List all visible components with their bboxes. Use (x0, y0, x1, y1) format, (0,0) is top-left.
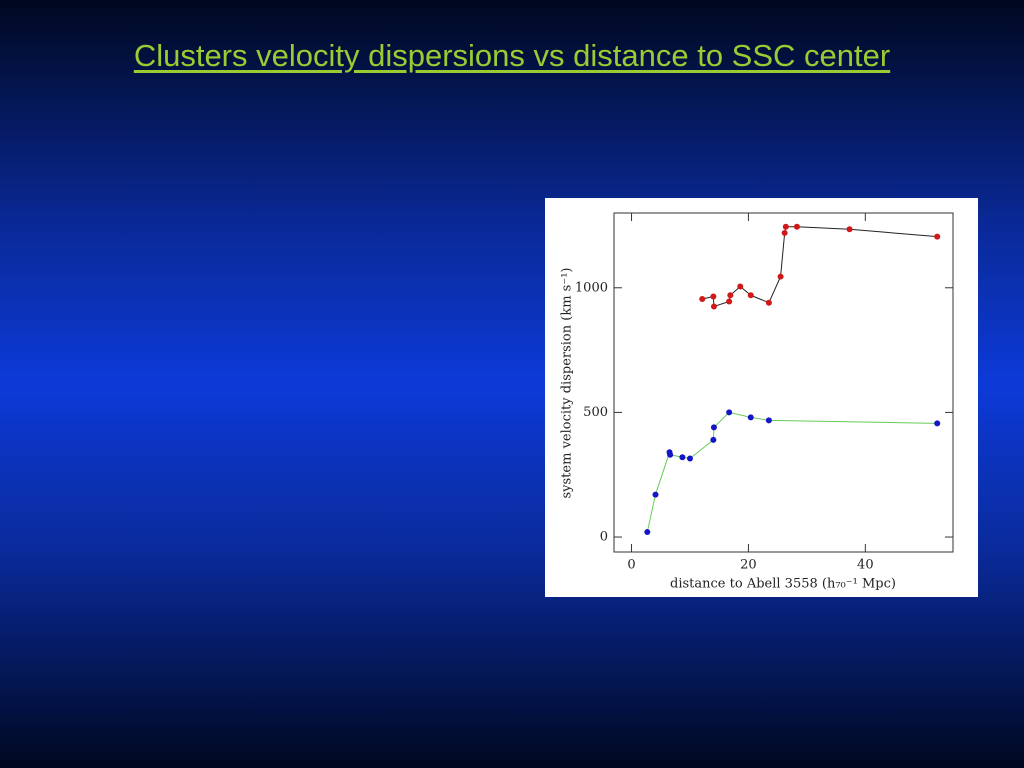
data-point (710, 303, 717, 310)
chart: distance to Abell 3558 (h₇₀⁻¹ Mpc) syste… (545, 198, 978, 597)
data-point (793, 223, 800, 230)
y-tick-label: 0 (600, 530, 608, 545)
data-point (846, 226, 853, 233)
data-point (679, 454, 686, 461)
data-point (934, 420, 941, 427)
data-point (710, 424, 717, 431)
data-point (726, 409, 733, 416)
data-point (747, 414, 754, 421)
data-point (747, 292, 754, 299)
data-point (686, 455, 693, 462)
y-tick-label: 500 (583, 405, 608, 420)
data-point (934, 233, 941, 240)
plot-frame (613, 212, 954, 553)
data-point (667, 451, 674, 458)
data-point (710, 293, 717, 300)
chart-background (545, 198, 978, 597)
data-point (765, 417, 772, 424)
data-point (699, 295, 706, 302)
data-point (765, 299, 772, 306)
data-point (710, 436, 717, 443)
data-point (652, 491, 659, 498)
x-axis-label: distance to Abell 3558 (h₇₀⁻¹ Mpc) (670, 577, 896, 592)
data-point (644, 529, 651, 536)
series-line (646, 411, 938, 533)
data-point (737, 283, 744, 290)
y-tick-label: 1000 (575, 280, 608, 295)
x-tick-label: 20 (740, 558, 757, 573)
x-tick-label: 0 (627, 558, 635, 573)
data-point (777, 273, 784, 280)
data-point (727, 292, 734, 299)
data-point (781, 229, 788, 236)
x-tick-label: 40 (857, 558, 874, 573)
y-axis-label: system velocity dispersion (km s⁻¹) (560, 268, 575, 499)
data-point (726, 298, 733, 305)
slide-title: Clusters velocity dispersions vs distanc… (133, 38, 891, 73)
data-point (782, 223, 789, 230)
